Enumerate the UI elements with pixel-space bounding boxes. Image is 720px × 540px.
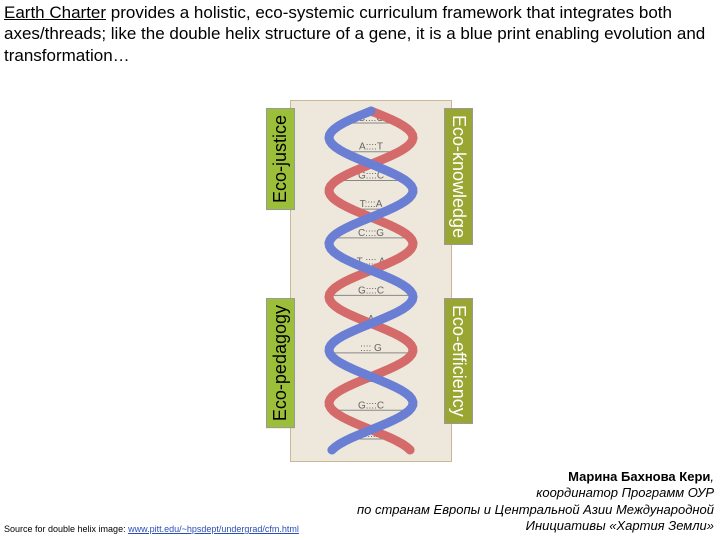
credit-block: Марина Бахнова Кери, координатор Програм… xyxy=(294,469,714,534)
svg-text:T::::A: T::::A xyxy=(360,199,383,210)
title-rest: provides a holistic, eco-systemic curric… xyxy=(4,3,705,65)
label-eco-pedagogy: Eco-pedagogy xyxy=(266,298,295,428)
dna-helix-diagram: C::::GA::::TG::::CT::::AC::::GT :::: AG:… xyxy=(290,100,452,462)
svg-text::::: G: :::: G xyxy=(360,343,382,354)
helix-svg: C::::GA::::TG::::CT::::AC::::GT :::: AG:… xyxy=(291,101,451,461)
source-link[interactable]: www.pitt.edu/~hpsdept/undergrad/cfm.html xyxy=(128,524,299,534)
credit-name: Марина Бахнова Кери xyxy=(568,469,710,484)
credit-line2: координатор Программ ОУР xyxy=(536,485,714,500)
credit-line4: Инициативы «Хартия Земли» xyxy=(526,518,714,533)
credit-line3: по странам Европы и Центральной Азии Меж… xyxy=(357,502,714,517)
svg-text:G::::C: G::::C xyxy=(358,285,384,296)
image-source: Source for double helix image: www.pitt.… xyxy=(4,524,299,534)
label-eco-justice: Eco-justice xyxy=(266,108,295,210)
svg-text:G::::C: G::::C xyxy=(358,400,384,411)
earth-charter-link[interactable]: Earth Charter xyxy=(4,3,106,22)
title-text: Earth Charter provides a holistic, eco-s… xyxy=(4,2,714,66)
label-eco-efficiency: Eco-efficiency xyxy=(444,298,473,424)
label-eco-knowledge: Eco-knowledge xyxy=(444,108,473,245)
svg-text:A::::T: A::::T xyxy=(359,142,383,153)
source-prefix: Source for double helix image: xyxy=(4,524,128,534)
svg-text:C::::G: C::::G xyxy=(358,228,384,239)
slide: Earth Charter provides a holistic, eco-s… xyxy=(0,0,720,540)
